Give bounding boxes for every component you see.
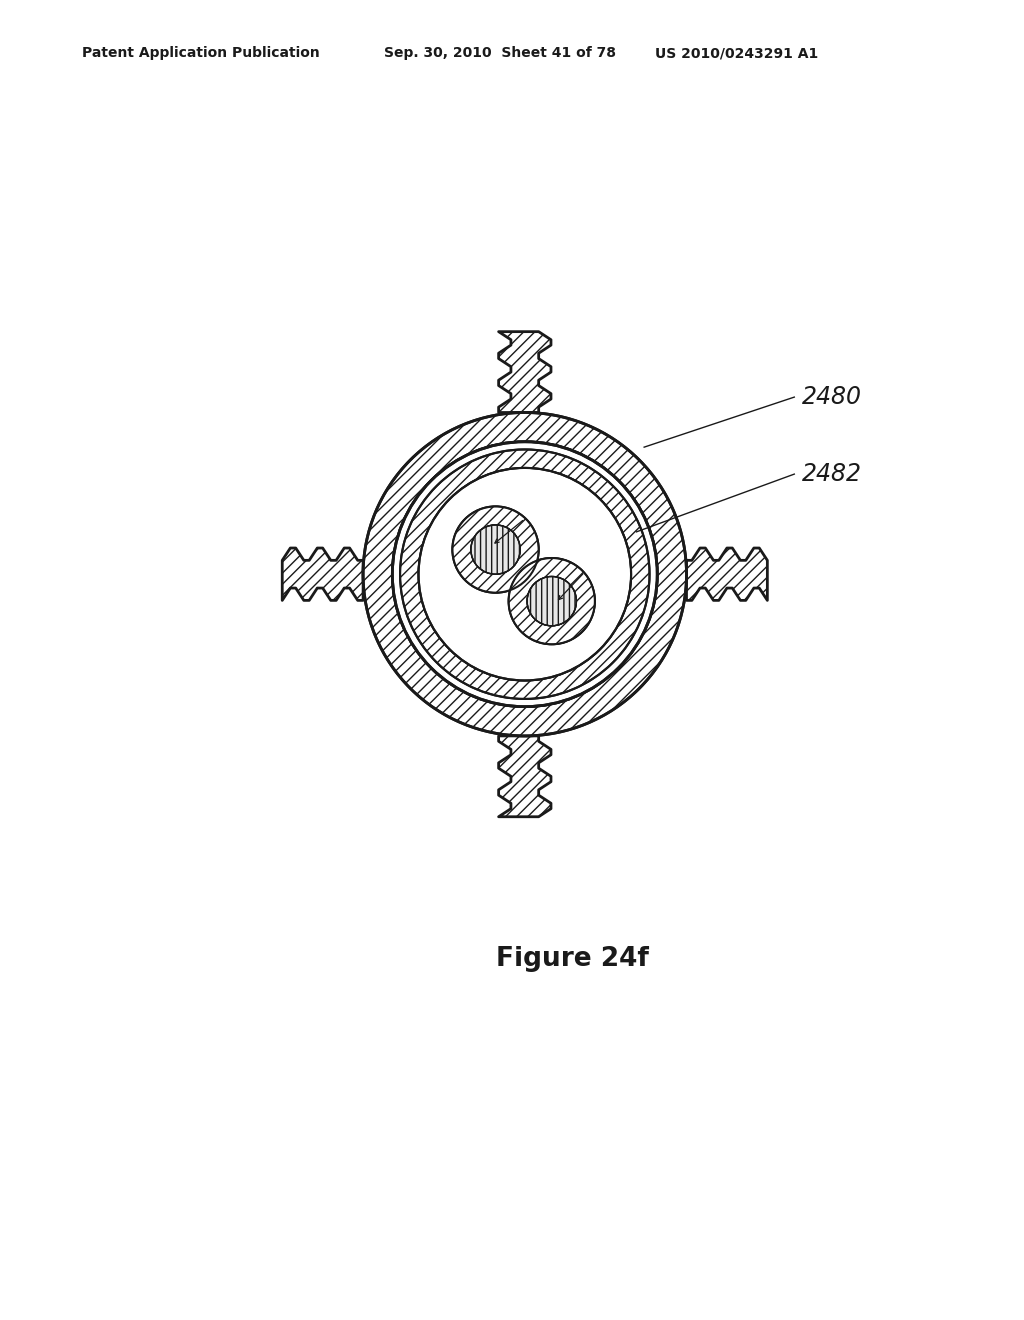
PathPatch shape: [364, 413, 686, 735]
Text: Patent Application Publication: Patent Application Publication: [82, 46, 319, 61]
Text: 2480: 2480: [802, 385, 862, 409]
Polygon shape: [499, 737, 551, 817]
Circle shape: [419, 469, 631, 681]
Polygon shape: [283, 548, 364, 601]
Polygon shape: [499, 331, 551, 413]
PathPatch shape: [400, 450, 649, 698]
Circle shape: [527, 577, 577, 626]
Text: Figure 24f: Figure 24f: [496, 946, 649, 973]
PathPatch shape: [509, 558, 595, 644]
Text: 2482: 2482: [802, 462, 862, 486]
Circle shape: [509, 558, 595, 644]
Polygon shape: [686, 548, 767, 601]
Text: US 2010/0243291 A1: US 2010/0243291 A1: [655, 46, 818, 61]
Circle shape: [453, 507, 539, 593]
Circle shape: [471, 525, 520, 574]
Circle shape: [392, 442, 657, 706]
Text: Sep. 30, 2010  Sheet 41 of 78: Sep. 30, 2010 Sheet 41 of 78: [384, 46, 616, 61]
PathPatch shape: [453, 507, 539, 593]
